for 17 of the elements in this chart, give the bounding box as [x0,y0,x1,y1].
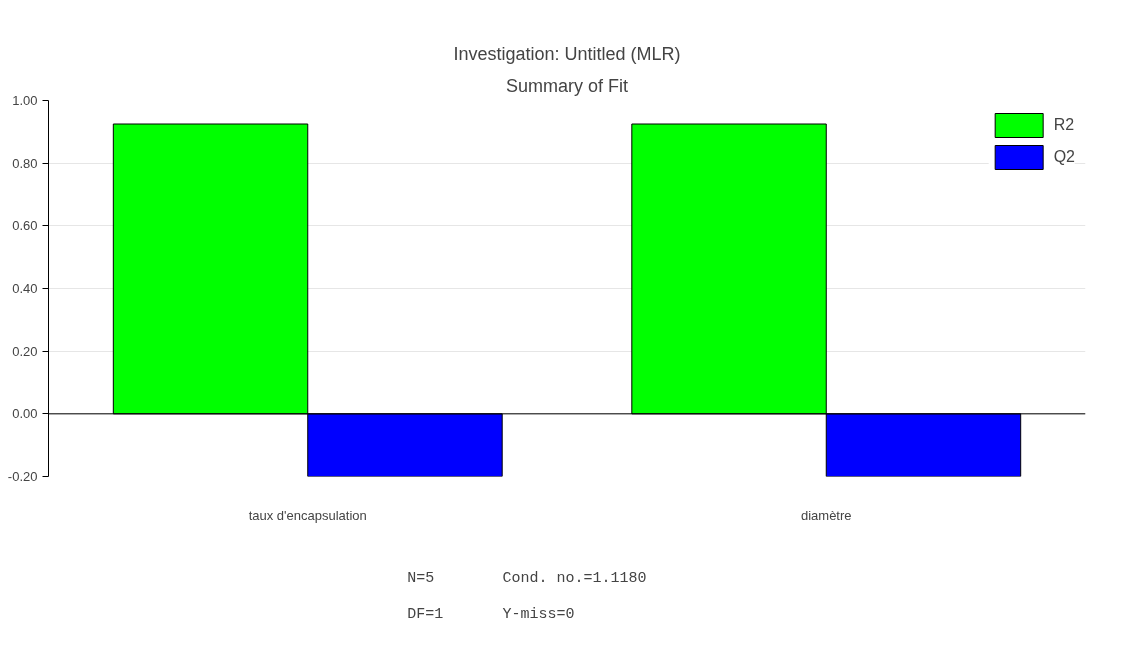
y-tick-label: 0.80 [12,155,38,171]
y-tick-label: 0.40 [12,281,38,296]
y-tick-label: 0.60 [12,218,38,234]
x-tick-label: diamètre [800,507,852,523]
legend-label: Q2 [1053,148,1075,166]
text: Y-miss=0 [502,605,575,623]
y-tick-label: 1.00 [12,93,38,108]
legend-label: R2 [1053,116,1075,134]
y-tick-label: 0.20 [12,343,38,359]
x-tick-label: taux d'encapsulation [248,507,367,523]
y-tick-label: 0.00 [12,406,38,422]
chart-title: Investigation: Untitled (MLR) [453,43,681,64]
text: DF=1 [407,605,444,623]
text: N=5 [407,569,435,587]
text: Cond. no.=1.1180 [502,569,647,587]
chart-subtitle: Summary of Fit [505,75,629,96]
y-tick-label: -0.20 [7,469,38,484]
